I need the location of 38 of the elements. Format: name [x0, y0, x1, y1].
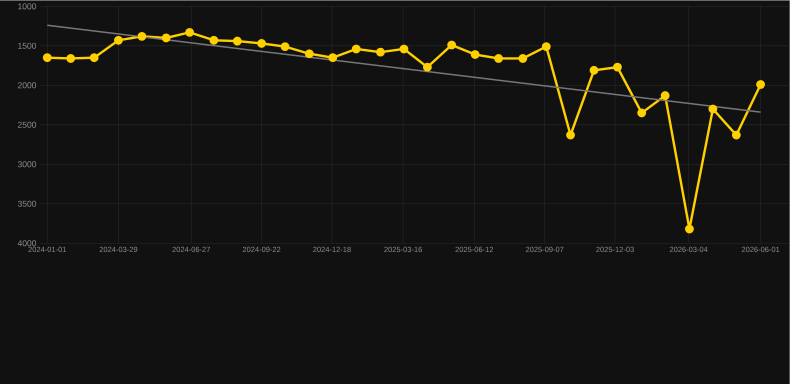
y-tick-label: 3500 [18, 200, 36, 207]
point [685, 224, 694, 234]
point [542, 42, 551, 51]
point [162, 33, 171, 42]
point [352, 44, 361, 54]
point [232, 36, 242, 46]
y-tick-label: 3000 [18, 161, 36, 168]
point [185, 28, 194, 37]
point [66, 54, 76, 63]
point [422, 62, 432, 72]
point [637, 108, 646, 118]
point [518, 54, 528, 63]
point [732, 130, 741, 140]
y-tick-label: 2000 [18, 82, 36, 88]
point [137, 32, 146, 41]
point [708, 104, 718, 114]
point [376, 48, 385, 56]
y-tick-label: 1500 [18, 42, 36, 49]
point [470, 50, 480, 59]
y-tick-label: 2500 [18, 122, 36, 128]
point [328, 53, 338, 62]
point [42, 53, 52, 62]
point [494, 54, 503, 63]
point [660, 91, 670, 100]
point [304, 49, 314, 58]
point [90, 53, 99, 62]
point [756, 80, 765, 89]
point [590, 66, 598, 75]
point [566, 130, 575, 140]
point [114, 36, 123, 45]
point [400, 44, 408, 54]
point [209, 36, 218, 45]
point [447, 40, 456, 50]
point [280, 42, 290, 51]
point [613, 62, 622, 72]
y-tick-label: 1000 [18, 3, 36, 10]
y-tick-label: 4000 [18, 240, 36, 246]
point [257, 38, 266, 48]
